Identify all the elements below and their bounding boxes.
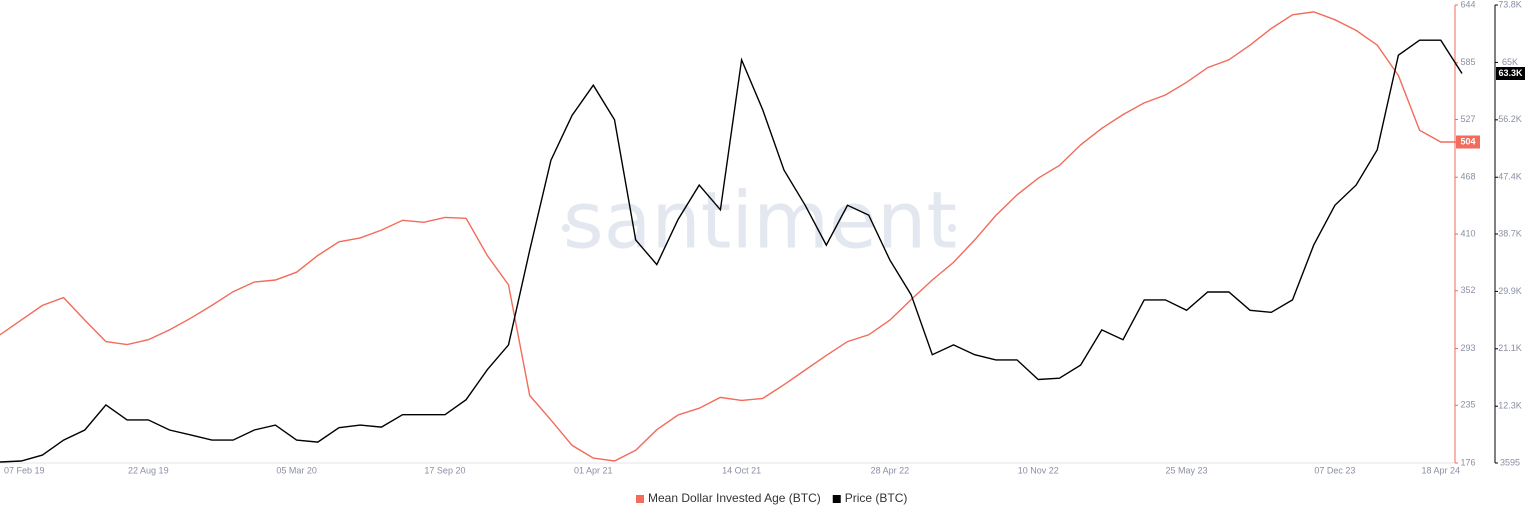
y-tick-label: 410 xyxy=(1460,228,1475,238)
y-tick-label: 468 xyxy=(1460,172,1475,182)
watermark: santiment xyxy=(563,176,957,266)
y2-tick-label: 12.3K xyxy=(1498,401,1522,411)
y-tick-label: 352 xyxy=(1460,285,1475,295)
y2-tick-label: 56.2K xyxy=(1498,114,1522,124)
legend-swatch xyxy=(636,495,644,503)
x-tick-label: 17 Sep 20 xyxy=(424,465,465,475)
y-tick-label: 527 xyxy=(1460,114,1475,124)
y2-tick-label: 21.1K xyxy=(1498,343,1522,353)
y-tick-label: 585 xyxy=(1460,57,1475,67)
last-value-badge xyxy=(1456,135,1480,149)
watermark-dot xyxy=(948,224,956,232)
x-tick-label: 07 Dec 23 xyxy=(1314,465,1355,475)
series-line xyxy=(0,39,1463,463)
y2-tick-label: 73.8K xyxy=(1498,0,1522,9)
x-tick-label: 28 Apr 22 xyxy=(871,465,910,475)
x-tick-label: 25 May 23 xyxy=(1166,465,1208,475)
legend-label: Mean Dollar Invested Age (BTC) xyxy=(648,491,821,505)
x-tick-label: 05 Mar 20 xyxy=(276,465,317,475)
x-tick-label: 22 Aug 19 xyxy=(128,465,169,475)
last-value-label: 504 xyxy=(1460,136,1475,146)
y-tick-label: 235 xyxy=(1460,400,1475,410)
y2-tick-label: 47.4K xyxy=(1498,172,1522,182)
legend-label: Price (BTC) xyxy=(845,491,908,505)
last-value-label: 63.3K xyxy=(1498,68,1523,78)
legend-swatch xyxy=(832,495,841,503)
y-tick-label: 176 xyxy=(1460,457,1475,467)
y2-tick-label: 3595 xyxy=(1500,457,1520,467)
x-tick-label: 07 Feb 19 xyxy=(4,465,45,475)
y2-tick-label: 65K xyxy=(1502,57,1518,67)
series-line xyxy=(0,11,1462,462)
y-tick-label: 293 xyxy=(1460,343,1475,353)
y2-tick-label: 38.7K xyxy=(1498,228,1522,238)
x-tick-label: 01 Apr 21 xyxy=(574,465,613,475)
x-tick-label: 14 Oct 21 xyxy=(722,465,761,475)
x-tick-label: 18 Apr 24 xyxy=(1422,465,1461,475)
y-tick-label: 644 xyxy=(1460,0,1475,9)
watermark-dot xyxy=(562,224,570,232)
x-tick-label: 10 Nov 22 xyxy=(1018,465,1059,475)
y2-tick-label: 29.9K xyxy=(1498,286,1522,296)
last-value-badge xyxy=(1496,66,1525,80)
